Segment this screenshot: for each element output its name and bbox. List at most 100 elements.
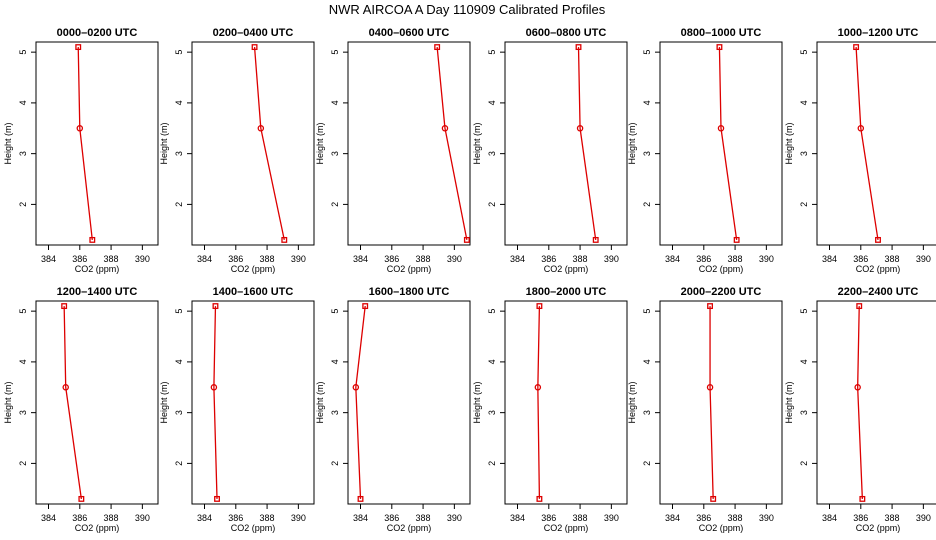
y-axis-label: Height (m): [627, 122, 637, 164]
panel-12: 2200–2400 UTC 384 386 388 390 2 3 4 5 CO2 (ppm) He…: [784, 286, 936, 533]
x-tick-label: 390: [759, 254, 774, 264]
profile-point: [536, 495, 543, 502]
panel-title: 2200–2400 UTC: [838, 286, 919, 298]
profile-point: [575, 44, 582, 51]
x-tick-label: 384: [822, 254, 837, 264]
panel-2: 0200–0400 UTC 384 386 388 390 2 3 4 5 CO2 (ppm) He…: [159, 27, 315, 274]
profile-point: [710, 495, 717, 502]
y-tick-label: 2: [642, 202, 652, 207]
x-tick-label: 388: [728, 513, 743, 523]
x-tick-label: 390: [916, 254, 931, 264]
y-axis-label: Height (m): [472, 381, 482, 423]
plot-frame: [816, 300, 936, 505]
plot-frame: [35, 300, 159, 505]
x-axis-label: CO2 (ppm): [75, 264, 120, 274]
y-axis-label: Height (m): [159, 122, 169, 164]
y-tick-label: 2: [174, 202, 184, 207]
profile-point: [856, 303, 863, 310]
profile-line: [577, 47, 597, 241]
y-tick-label: 2: [330, 202, 340, 207]
panel-title: 0600–0800 UTC: [526, 27, 607, 39]
y-tick-label: 3: [487, 410, 497, 415]
y-axis-label: Height (m): [3, 122, 13, 164]
x-tick-label: 384: [510, 254, 525, 264]
panel-title: 1000–1200 UTC: [838, 27, 919, 39]
x-axis-label: CO2 (ppm): [699, 523, 744, 533]
y-tick-label: 4: [487, 100, 497, 105]
profile-point: [251, 44, 258, 51]
y-tick-label: 5: [642, 309, 652, 314]
y-tick-label: 2: [799, 202, 809, 207]
x-tick-label: 390: [135, 513, 150, 523]
plot-frame: [347, 41, 471, 246]
profile-point: [61, 303, 68, 310]
plot-frame: [659, 41, 783, 246]
x-tick-label: 390: [447, 254, 462, 264]
panel-1: 0000–0200 UTC 384 386 388 390 2 3 4 5 CO2 (ppm) He…: [3, 27, 159, 274]
x-axis-label: CO2 (ppm): [544, 523, 589, 533]
profile-point: [536, 303, 543, 310]
x-axis-label: CO2 (ppm): [856, 523, 901, 533]
x-axis-label: CO2 (ppm): [699, 264, 744, 274]
x-tick-label: 390: [759, 513, 774, 523]
x-axis-label: CO2 (ppm): [387, 264, 432, 274]
profile-point: [210, 384, 218, 391]
x-tick-label: 388: [885, 513, 900, 523]
panel-title: 1400–1600 UTC: [213, 286, 294, 298]
x-tick-label: 390: [604, 254, 619, 264]
x-tick-label: 386: [541, 254, 556, 264]
x-tick-label: 386: [72, 254, 87, 264]
x-tick-label: 384: [197, 513, 212, 523]
x-tick-label: 384: [197, 254, 212, 264]
profile-point: [857, 125, 865, 132]
x-tick-label: 390: [291, 254, 306, 264]
profile-line: [718, 47, 738, 241]
panel-3: 0400–0600 UTC 384 386 388 390 2 3 4 5 CO2 (ppm) He…: [315, 27, 471, 274]
y-tick-label: 3: [18, 151, 28, 156]
x-tick-label: 388: [573, 254, 588, 264]
x-tick-label: 386: [384, 254, 399, 264]
profile-line: [857, 306, 864, 499]
y-axis-label: Height (m): [627, 381, 637, 423]
x-tick-label: 386: [72, 513, 87, 523]
profile-point: [854, 384, 861, 391]
profile-point: [76, 125, 84, 132]
x-tick-label: 390: [291, 513, 306, 523]
x-tick-label: 388: [573, 513, 588, 523]
y-axis-label: Height (m): [784, 381, 794, 423]
x-tick-label: 388: [104, 254, 119, 264]
y-tick-label: 5: [18, 50, 28, 55]
y-tick-label: 4: [18, 359, 28, 364]
profile-point: [62, 384, 69, 391]
y-axis-label: Height (m): [315, 122, 325, 164]
profile-line: [63, 306, 83, 500]
panel-11: 2000–2200 UTC 384 386 388 390 2 3 4 5 CO2 (ppm) He…: [627, 286, 783, 533]
y-tick-label: 3: [330, 410, 340, 415]
y-tick-label: 4: [330, 359, 340, 364]
x-tick-label: 386: [384, 513, 399, 523]
profile-line: [77, 47, 93, 240]
y-tick-label: 2: [18, 461, 28, 466]
x-axis-label: CO2 (ppm): [856, 264, 901, 274]
x-tick-label: 384: [510, 513, 525, 523]
y-tick-label: 5: [330, 50, 340, 55]
profile-point: [706, 384, 714, 391]
y-axis-label: Height (m): [3, 381, 13, 423]
y-tick-label: 4: [799, 100, 809, 105]
x-tick-label: 388: [416, 254, 431, 264]
profile-point: [214, 495, 220, 502]
plot-frame: [504, 41, 628, 246]
profile-point: [75, 44, 82, 51]
x-tick-label: 384: [353, 254, 368, 264]
panel-title: 0800–1000 UTC: [681, 27, 762, 39]
x-tick-label: 388: [260, 254, 275, 264]
profile-point: [434, 44, 441, 51]
profile-point: [853, 44, 860, 51]
x-tick-label: 390: [135, 254, 150, 264]
panel-10: 1800–2000 UTC 384 386 388 390 2 3 4 5 CO2 (ppm) He…: [472, 286, 628, 533]
x-tick-label: 390: [916, 513, 931, 523]
x-axis-label: CO2 (ppm): [387, 523, 432, 533]
profile-line: [855, 47, 879, 241]
x-tick-label: 384: [41, 513, 56, 523]
